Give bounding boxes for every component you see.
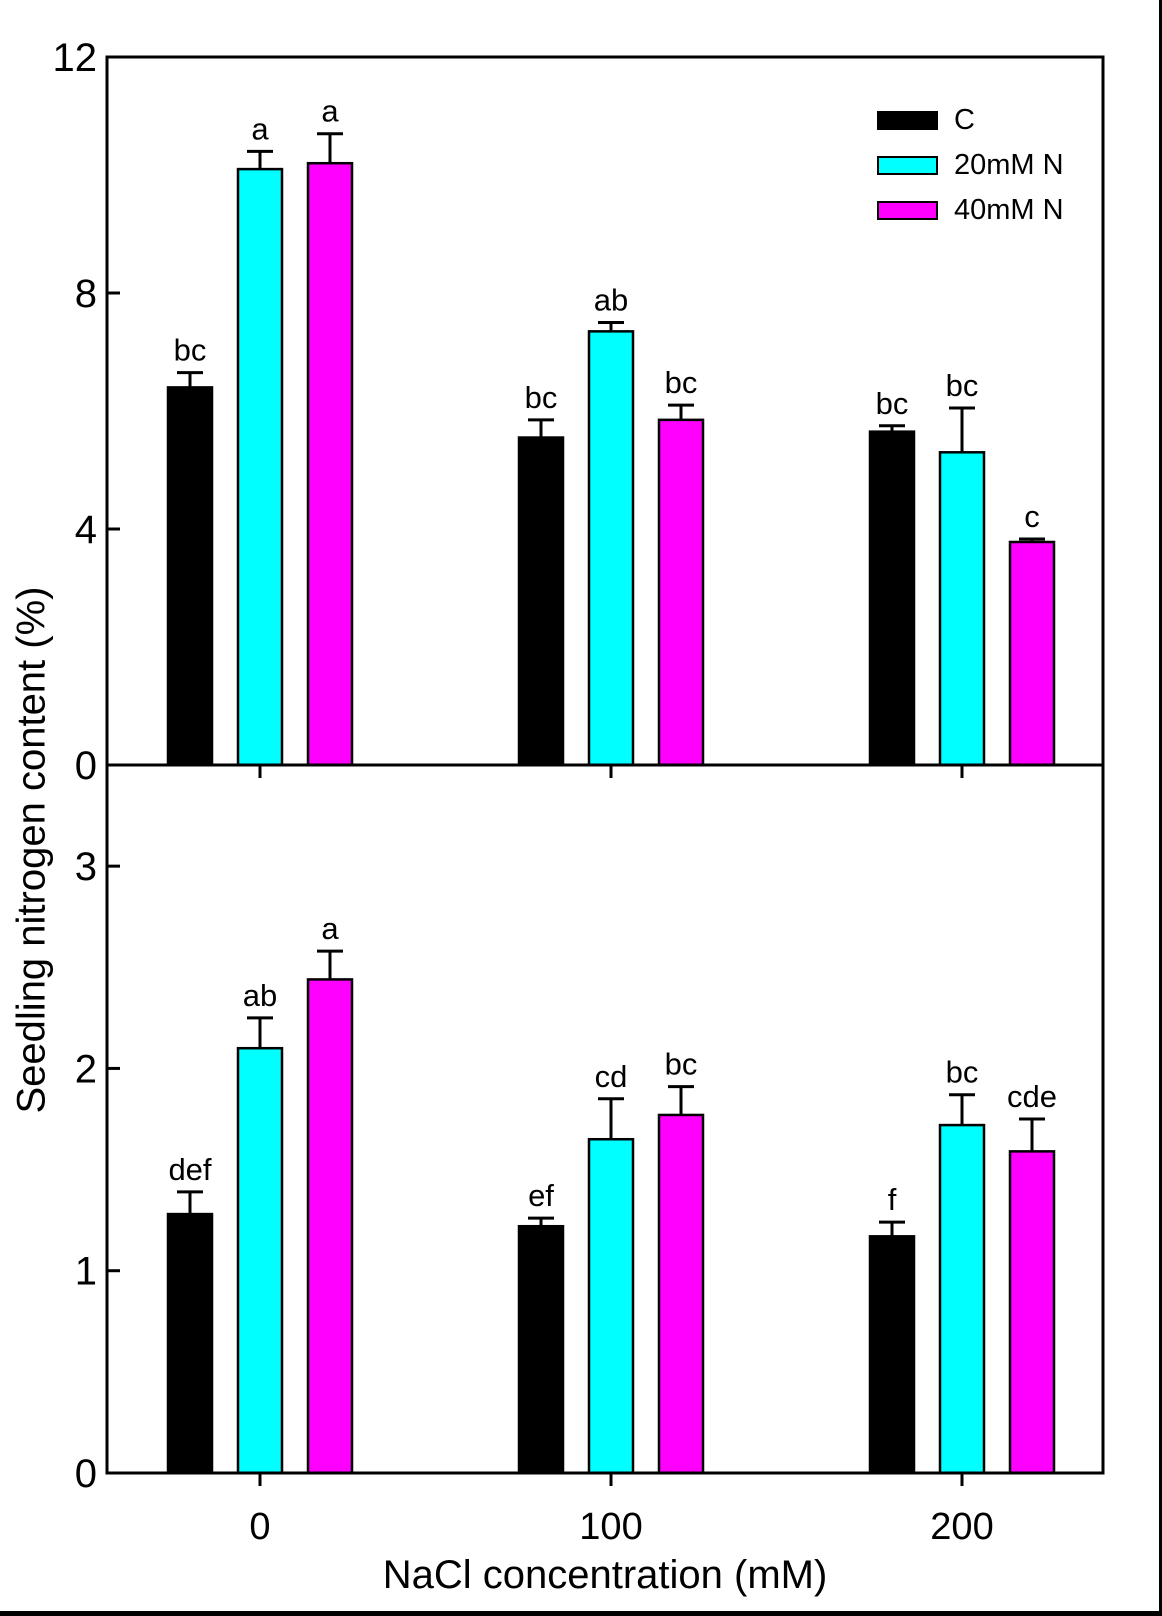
bar — [517, 1224, 565, 1475]
y-tick-label: 0 — [75, 744, 97, 788]
legend-swatch-c — [877, 111, 938, 130]
bar — [657, 418, 705, 767]
bar — [1008, 540, 1056, 767]
y-tick-label: 8 — [75, 272, 97, 316]
sig-letter: bc — [946, 368, 979, 403]
bar — [517, 436, 565, 767]
x-tick-label: 200 — [930, 1506, 993, 1548]
sig-letter: bc — [174, 333, 207, 368]
sig-letter: cd — [595, 1059, 628, 1094]
sig-letter: cde — [1007, 1079, 1057, 1114]
sig-letter: ab — [594, 283, 628, 318]
legend-item-20mm-n: 20mM N — [877, 151, 1064, 180]
sig-letter: def — [168, 1152, 211, 1187]
bar — [306, 978, 354, 1475]
sig-letter: bc — [665, 365, 698, 400]
bar — [938, 1123, 986, 1475]
sig-letter: bc — [665, 1047, 698, 1082]
sig-letter: bc — [946, 1055, 979, 1090]
image-border-right — [1159, 0, 1162, 1616]
panel-frame — [105, 763, 1105, 1475]
bar — [166, 386, 214, 767]
legend-label-20mm-n: 20mM N — [954, 149, 1064, 181]
legend: C 20mM N 40mM N — [877, 106, 1064, 241]
legend-swatch-20mm-n — [877, 156, 938, 175]
bar — [868, 1235, 916, 1475]
image-border-bottom — [0, 1611, 1162, 1616]
sig-letter: ab — [243, 978, 277, 1013]
sig-letter: a — [321, 94, 339, 129]
sig-letter: a — [321, 911, 339, 946]
bar — [236, 1046, 284, 1475]
bar — [236, 167, 284, 767]
y-tick-label: 0 — [75, 1452, 97, 1496]
y-tick-label: 12 — [53, 36, 98, 80]
legend-label-40mm-n: 40mM N — [954, 194, 1064, 226]
bar — [306, 161, 354, 767]
y-axis-title: Seedling nitrogen content (%) — [9, 586, 54, 1114]
legend-item-40mm-n: 40mM N — [877, 196, 1064, 225]
bar — [868, 430, 916, 767]
sig-letter: bc — [525, 380, 558, 415]
x-tick-label: 100 — [579, 1506, 642, 1548]
legend-label-c: C — [954, 104, 975, 136]
legend-item-c: C — [877, 106, 1064, 135]
sig-letter: ef — [528, 1178, 554, 1213]
x-axis-title: NaCl concentration (mM) — [382, 1553, 828, 1597]
sig-letter: a — [251, 111, 269, 146]
bar — [657, 1113, 705, 1475]
sig-letter: f — [888, 1182, 897, 1217]
y-tick-label: 2 — [75, 1047, 97, 1091]
legend-swatch-40mm-n — [877, 201, 938, 220]
y-tick-label: 3 — [75, 845, 97, 889]
sig-letter: bc — [876, 386, 909, 421]
sig-letter: c — [1024, 499, 1040, 534]
bar — [938, 451, 986, 767]
bar — [1008, 1150, 1056, 1475]
y-tick-label: 1 — [75, 1250, 97, 1294]
x-tick-label: 0 — [249, 1506, 270, 1548]
bar — [587, 330, 635, 767]
bar — [587, 1137, 635, 1475]
bar — [166, 1212, 214, 1475]
y-tick-label: 4 — [75, 508, 97, 552]
